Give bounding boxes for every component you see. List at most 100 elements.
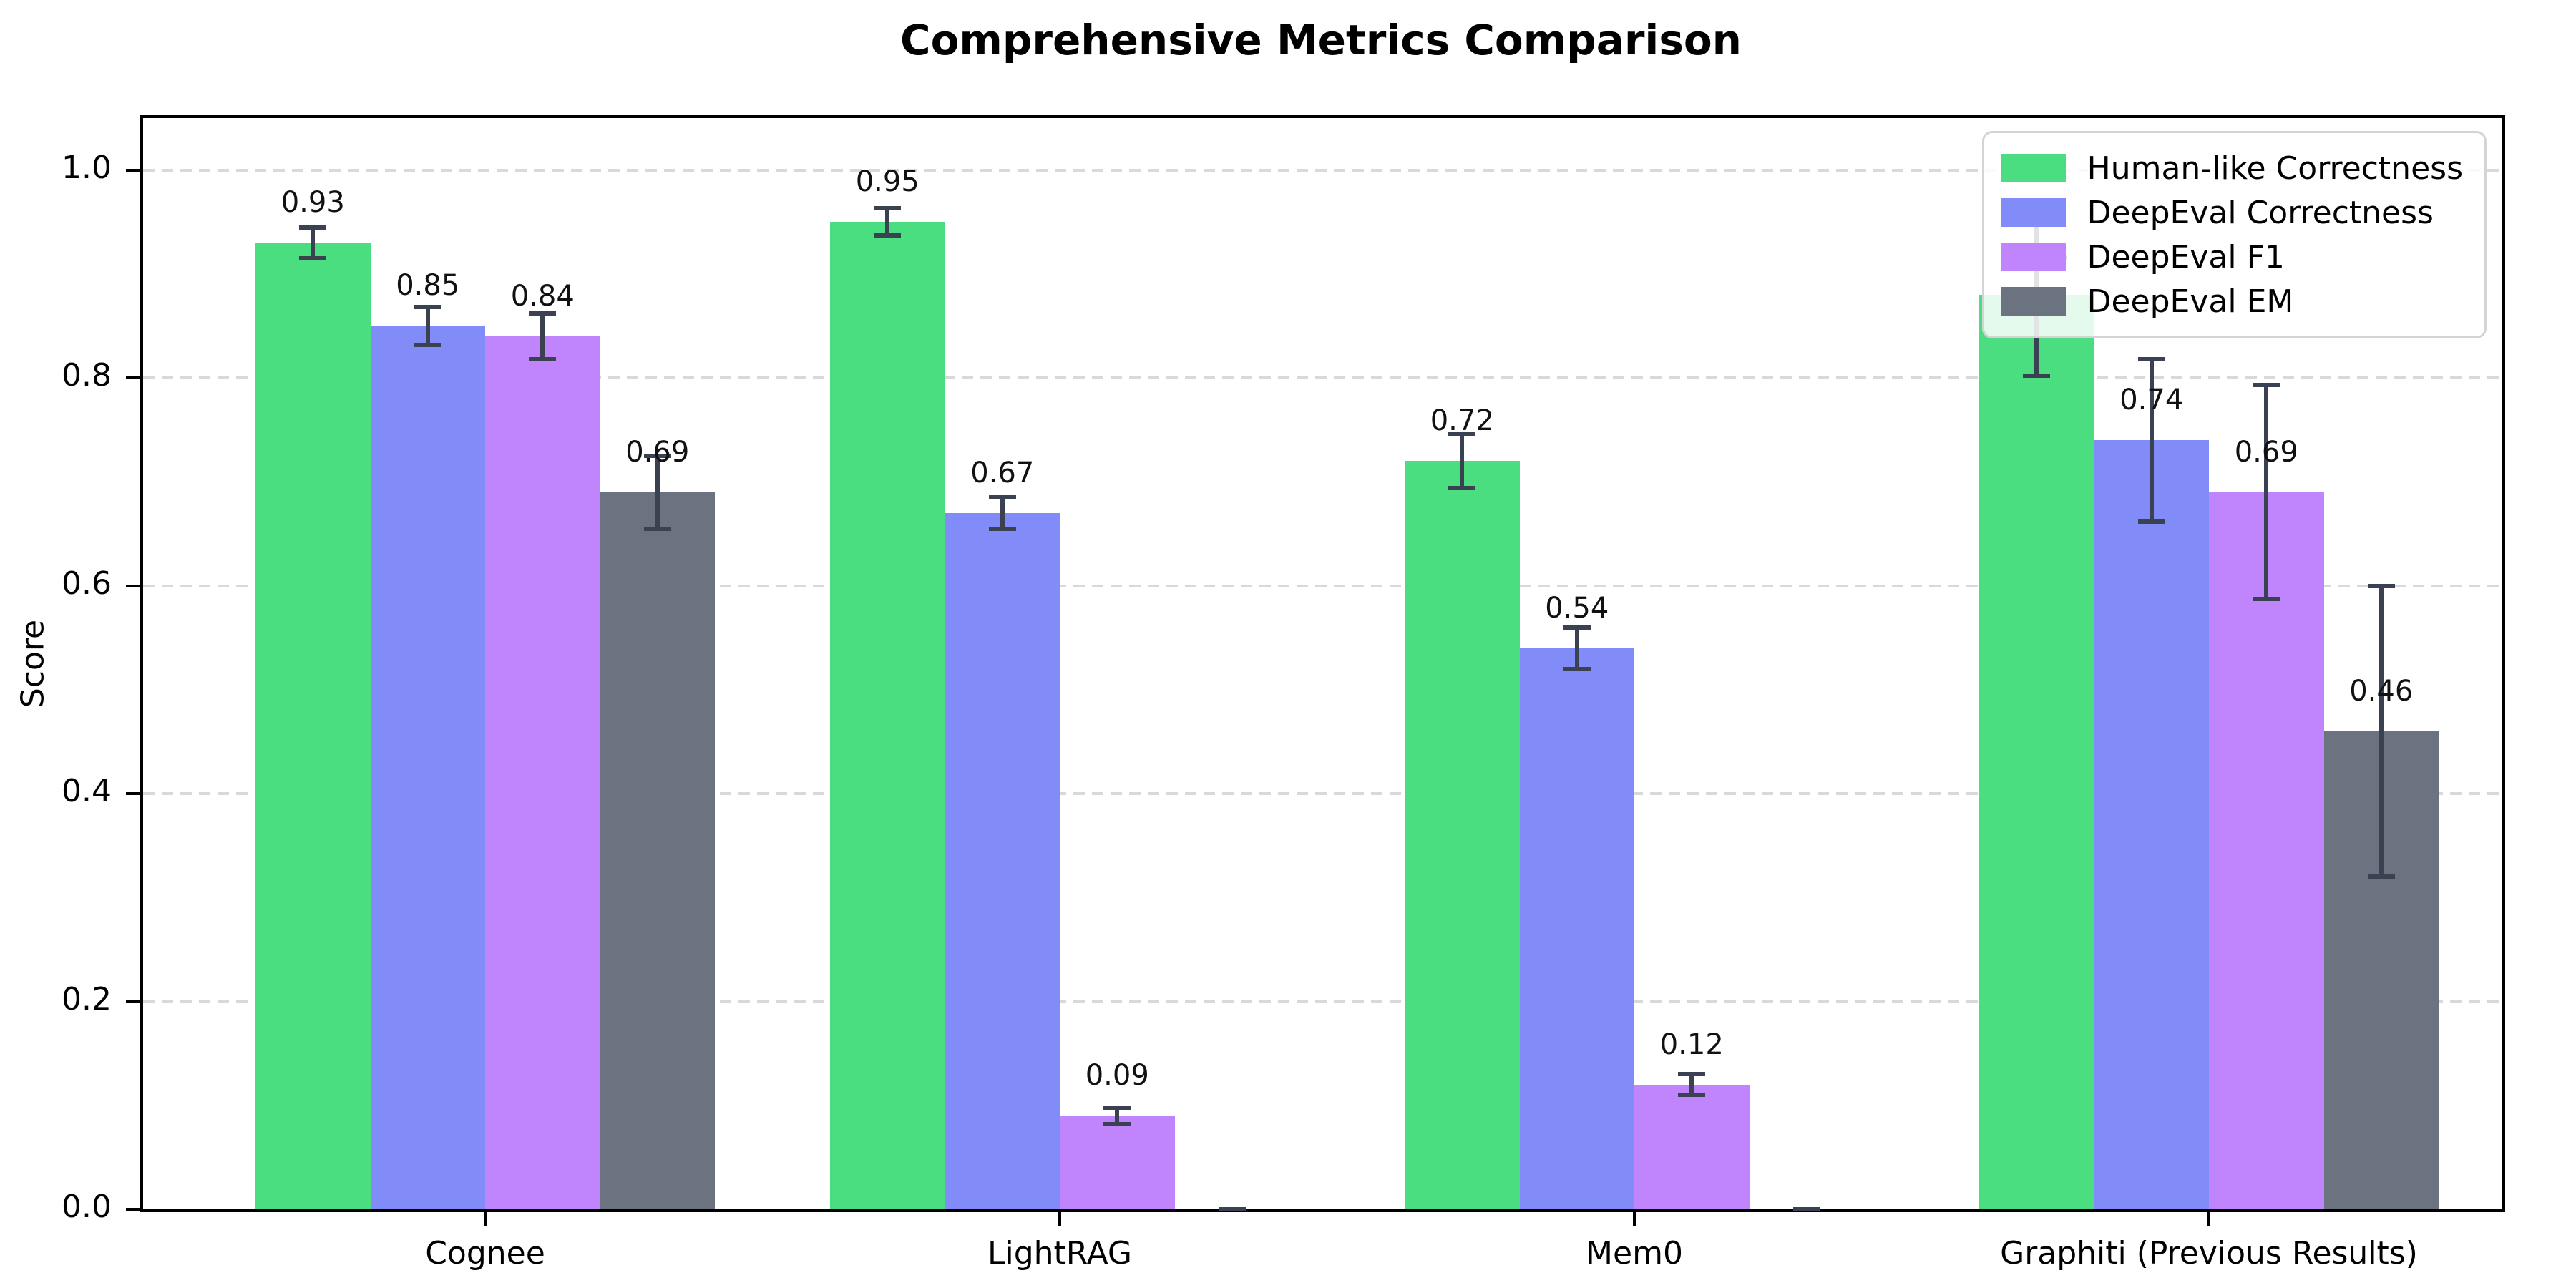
error-bar-cap-bottom — [2367, 874, 2395, 879]
error-bar-line — [1000, 497, 1005, 529]
error-bar-cap-bottom — [529, 356, 557, 361]
error-bar-line — [1460, 434, 1465, 489]
y-tick-label: 0.2 — [62, 980, 112, 1018]
plot-area: Human-like Correctness DeepEval Correctne… — [140, 115, 2505, 1212]
bar — [830, 222, 945, 1209]
gridline — [143, 168, 2502, 172]
error-bar-cap-bottom — [874, 233, 902, 238]
bar-value-label: 0.69 — [2234, 435, 2298, 469]
bar-value-label: 0.95 — [855, 165, 919, 199]
bar — [945, 512, 1060, 1209]
x-tick-label: Graphiti (Previous Results) — [2000, 1235, 2418, 1272]
legend-label: DeepEval Correctness — [2087, 194, 2434, 231]
x-tick-mark — [2207, 1212, 2210, 1226]
legend-item: DeepEval Correctness — [2001, 190, 2463, 235]
error-bar-line — [1115, 1107, 1120, 1124]
bar — [1634, 1084, 1750, 1209]
bar — [255, 243, 371, 1209]
error-bar-cap-top — [874, 206, 902, 211]
bar-value-label: 0.69 — [625, 435, 690, 469]
error-bar-cap-top — [643, 454, 671, 459]
error-bar-cap-bottom — [1678, 1093, 1706, 1098]
bar — [1979, 294, 2094, 1209]
x-tick-mark — [1058, 1212, 1061, 1226]
error-bar-cap-top — [414, 305, 441, 310]
x-tick-mark — [484, 1212, 487, 1226]
error-bar-cap-top — [299, 225, 327, 230]
error-bar-line — [425, 307, 430, 345]
bar-value-label: 0.67 — [970, 456, 1035, 489]
y-tick-label: 1.0 — [62, 149, 112, 186]
legend: Human-like Correctness DeepEval Correctne… — [1981, 131, 2487, 338]
bar-value-label: 0.72 — [1430, 404, 1494, 438]
error-bar-cap-top — [529, 311, 557, 316]
error-bar-cap-bottom — [643, 526, 671, 531]
gridline — [143, 1000, 2502, 1003]
error-bar-cap-top — [1103, 1105, 1131, 1110]
error-bar-line — [1689, 1074, 1694, 1096]
gridline — [143, 584, 2502, 587]
x-tick-label: LightRAG — [987, 1235, 1133, 1272]
chart-title: Comprehensive Metrics Comparison — [900, 16, 1742, 64]
error-bar-cap-bottom — [988, 526, 1016, 531]
error-bar-cap-top — [1563, 625, 1591, 630]
legend-label: DeepEval EM — [2087, 283, 2294, 320]
y-tick-mark — [126, 168, 142, 172]
y-tick-mark — [126, 1000, 142, 1003]
bar-value-label: 0.74 — [2119, 384, 2184, 417]
bar — [370, 326, 485, 1209]
error-bar-cap-bottom — [2137, 519, 2165, 524]
error-bar-cap-top — [2137, 356, 2165, 361]
y-tick-mark — [126, 1208, 142, 1211]
bar-value-label: 0.85 — [396, 269, 460, 303]
error-bar-cap-bottom — [299, 256, 327, 261]
gridline — [143, 376, 2502, 380]
y-tick-mark — [126, 584, 142, 587]
bar — [600, 492, 715, 1209]
bar-value-label: 0.12 — [1659, 1028, 1724, 1061]
legend-swatch — [2001, 154, 2066, 182]
bar-value-label: 0.54 — [1545, 591, 1609, 625]
legend-swatch — [2001, 198, 2066, 227]
error-bar-line — [2379, 585, 2384, 877]
y-tick-label: 0.0 — [62, 1189, 112, 1225]
error-bar-line — [2264, 385, 2269, 600]
y-tick-label: 0.4 — [62, 773, 112, 810]
y-tick-mark — [126, 376, 142, 380]
x-tick-label: Cognee — [425, 1235, 545, 1272]
legend-item: DeepEval F1 — [2001, 235, 2463, 279]
bar — [1519, 648, 1634, 1209]
x-tick-mark — [1633, 1212, 1636, 1226]
error-bar-line — [655, 456, 660, 529]
y-tick-mark — [126, 792, 142, 796]
bar — [2209, 492, 2324, 1209]
bar — [2094, 440, 2209, 1209]
error-bar-line — [885, 208, 890, 236]
legend-item: Human-like Correctness — [2001, 146, 2463, 190]
gridline — [143, 792, 2502, 796]
error-bar-cap-bottom — [414, 342, 441, 347]
error-bar-cap-bottom — [2253, 597, 2280, 602]
error-bar-cap-bottom — [1448, 486, 1476, 491]
legend-swatch — [2001, 287, 2066, 316]
bar-value-label: 0.84 — [510, 279, 575, 313]
bar — [1060, 1116, 1175, 1209]
bar-value-label: 0.93 — [280, 186, 345, 220]
bar-value-label: 0.46 — [2349, 674, 2414, 708]
bar — [1405, 461, 1520, 1209]
error-bar-cap-zero — [1792, 1207, 1820, 1211]
legend-label: DeepEval F1 — [2087, 238, 2285, 275]
bar — [485, 336, 600, 1209]
x-tick-label: Mem0 — [1586, 1235, 1683, 1272]
error-bar-cap-zero — [1218, 1207, 1246, 1211]
error-bar-cap-top — [988, 495, 1016, 500]
error-bar-cap-bottom — [2023, 374, 2051, 379]
y-tick-label: 0.8 — [62, 357, 112, 394]
error-bar-cap-bottom — [1563, 666, 1591, 671]
error-bar-cap-top — [1678, 1072, 1706, 1077]
y-axis-label: Score — [14, 619, 52, 708]
error-bar-line — [311, 227, 316, 259]
error-bar-line — [2149, 358, 2154, 522]
error-bar-line — [540, 313, 545, 359]
y-tick-label: 0.6 — [62, 565, 112, 602]
